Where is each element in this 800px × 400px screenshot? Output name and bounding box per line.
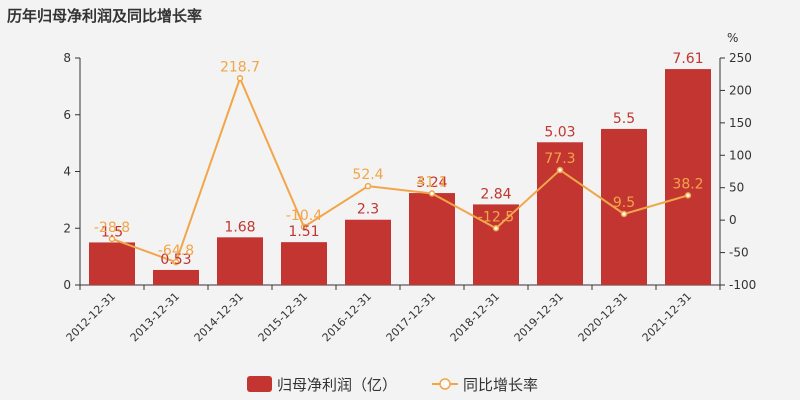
growth-value-label: -28.8 <box>94 220 130 236</box>
bar-value-label: 3.24 <box>416 175 447 191</box>
growth-value-label: -12.5 <box>478 209 514 225</box>
bar-value-label: 1.68 <box>224 219 255 235</box>
legend-bar-swatch <box>247 376 272 392</box>
bar-2019-12-31 <box>537 142 583 285</box>
chart-title: 历年归母净利润及同比增长率 <box>7 7 202 25</box>
bar-2016-12-31 <box>345 219 391 285</box>
growth-point-2013-12-31 <box>172 258 180 266</box>
right-tick-label: 250 <box>729 51 752 65</box>
right-tick-label: 200 <box>729 83 752 97</box>
bar-2012-12-31 <box>89 242 135 285</box>
growth-value-label: -64.8 <box>158 243 194 259</box>
left-tick-label: 8 <box>63 51 71 65</box>
right-axis-unit: % <box>727 31 738 45</box>
bar-2020-12-31 <box>601 128 647 285</box>
growth-point-2015-12-31 <box>300 223 308 231</box>
bar-value-label: 2.3 <box>357 202 379 218</box>
growth-value-label: 77.3 <box>544 151 575 167</box>
right-tick-label: -50 <box>729 246 749 260</box>
legend-line-label: 同比增长率 <box>463 376 538 394</box>
growth-point-2016-12-31 <box>364 182 372 190</box>
left-tick-label: 6 <box>63 108 71 122</box>
x-tick-label: 2012-12-31 <box>64 290 118 344</box>
x-tick-label: 2021-12-31 <box>640 290 694 344</box>
x-tick-label: 2020-12-31 <box>576 290 630 344</box>
x-tick-label: 2014-12-31 <box>192 290 246 344</box>
x-tick-label: 2019-12-31 <box>512 290 566 344</box>
growth-point-2021-12-31 <box>684 192 692 199</box>
bar-value-label: 1.51 <box>288 224 319 240</box>
right-tick-label: 50 <box>729 181 744 195</box>
right-tick-label: 100 <box>729 148 752 162</box>
bar-value-label: 2.84 <box>480 186 511 202</box>
bar-2018-12-31 <box>473 204 519 285</box>
growth-value-label: 52.4 <box>352 167 383 183</box>
growth-value-label: 38.2 <box>672 176 703 192</box>
bar-value-label: 1.5 <box>101 224 123 240</box>
bar-2013-12-31 <box>153 269 199 285</box>
bar-2021-12-31 <box>665 69 711 285</box>
growth-value-label: 41.1 <box>416 174 447 190</box>
legend-line-marker <box>439 378 451 390</box>
bar-2014-12-31 <box>217 237 263 285</box>
growth-point-2018-12-31 <box>492 225 500 232</box>
x-tick-label: 2017-12-31 <box>384 290 438 344</box>
growth-point-2017-12-31 <box>428 190 436 197</box>
growth-point-2014-12-31 <box>236 75 244 82</box>
bar-2017-12-31 <box>409 193 455 285</box>
bar-value-label: 5.5 <box>613 111 635 127</box>
bar-value-label: 5.03 <box>544 124 575 140</box>
bar-value-label: 7.61 <box>672 51 703 67</box>
growth-point-2020-12-31 <box>620 210 628 218</box>
growth-point-2019-12-31 <box>556 166 564 174</box>
legend-bar-label: 归母净利润（亿） <box>277 376 397 394</box>
growth-rate-line <box>111 75 689 264</box>
growth-value-label: -10.4 <box>286 208 322 224</box>
bar-2015-12-31 <box>281 242 327 285</box>
x-tick-label: 2018-12-31 <box>448 290 502 344</box>
x-tick-label: 2016-12-31 <box>320 290 374 344</box>
right-tick-label: 150 <box>729 116 752 130</box>
bar-value-label: 0.53 <box>160 252 191 268</box>
x-tick-label: 2015-12-31 <box>256 290 310 344</box>
growth-value-label: 218.7 <box>220 59 260 75</box>
growth-value-label: 9.5 <box>613 195 635 211</box>
growth-point-2012-12-31 <box>108 235 116 243</box>
x-tick-label: 2013-12-31 <box>128 290 182 344</box>
right-tick-label: -100 <box>729 278 756 292</box>
left-tick-label: 0 <box>63 278 71 292</box>
left-tick-label: 4 <box>63 165 71 179</box>
right-tick-label: 0 <box>729 213 737 227</box>
left-tick-label: 2 <box>63 221 71 235</box>
